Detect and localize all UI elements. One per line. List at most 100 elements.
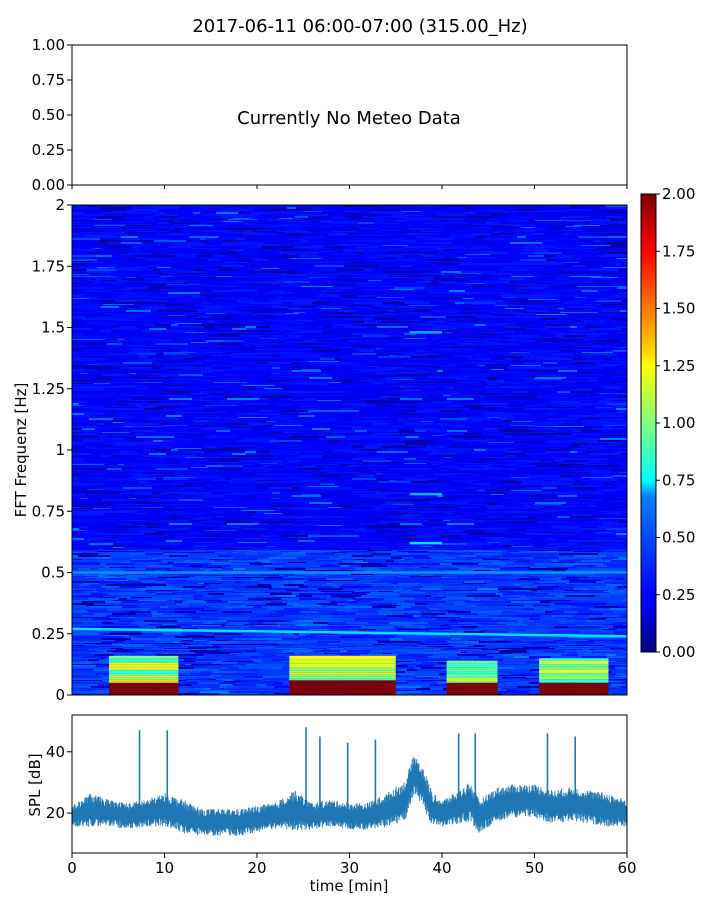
spectrogram-cell xyxy=(324,236,356,238)
spectrogram-cell xyxy=(450,372,473,373)
spectrogram-cell xyxy=(361,427,368,428)
spectrogram-cell xyxy=(179,423,194,425)
spectrogram-cell xyxy=(363,338,389,339)
spectrogram-cell xyxy=(439,362,467,364)
spectrogram-cell xyxy=(444,249,455,251)
spectrogram-cell xyxy=(141,366,164,367)
spectrogram-cell xyxy=(587,335,600,337)
spectrogram-cell xyxy=(525,277,542,278)
spectrogram-cell xyxy=(256,346,266,347)
spectrogram-cell xyxy=(592,376,611,377)
spectrogram-cell xyxy=(345,364,366,365)
spectrogram-cell xyxy=(180,261,187,262)
spectrogram-cell xyxy=(265,277,285,278)
spectrogram-cell xyxy=(279,252,296,254)
spectrogram-cell xyxy=(506,335,539,337)
spectrogram-cell xyxy=(358,332,365,333)
spectrogram-cell xyxy=(525,405,544,406)
spectrogram-cell xyxy=(550,352,582,353)
spectrogram-cell xyxy=(416,281,431,283)
spectrogram-cell xyxy=(119,265,126,267)
spectrogram-cell xyxy=(361,262,379,263)
spectrogram-cell xyxy=(187,261,220,262)
spectrogram-cell xyxy=(608,361,627,362)
spectrogram-cell xyxy=(265,361,274,362)
spectrogram-cell xyxy=(395,355,428,356)
spectrogram-cell xyxy=(202,242,222,244)
spectrogram-cell xyxy=(125,372,158,373)
meteo-y-tick-label: 0.50 xyxy=(32,106,65,124)
spectrogram-cell xyxy=(487,367,507,369)
spectrogram-cell xyxy=(228,360,246,361)
spectrogram-cell xyxy=(593,220,610,221)
spectrogram-cell xyxy=(359,393,370,394)
spectrogram-cell xyxy=(102,262,109,263)
spectrogram-cell xyxy=(510,338,530,339)
spectrogram-cell xyxy=(100,273,106,274)
spectrogram-cell xyxy=(590,347,619,348)
spectrogram-cell xyxy=(221,376,250,377)
spectrogram-cell xyxy=(318,438,341,440)
spectrogram-cell xyxy=(583,421,605,422)
spectrogram-cell xyxy=(592,211,621,212)
spectrogram-cell xyxy=(158,211,182,212)
spectrogram-cell xyxy=(448,348,476,349)
spectrogram-cell xyxy=(378,324,387,326)
spectrogram-cell xyxy=(299,417,306,418)
spectrogram-cell xyxy=(602,309,623,310)
spectrogram-cell xyxy=(446,400,469,401)
spectrogram-cell xyxy=(72,393,100,394)
spectrogram-cell xyxy=(278,278,311,280)
spectrogram-cell xyxy=(125,287,149,289)
spectrogram-cell xyxy=(197,443,208,445)
spectrogram-cell xyxy=(577,316,599,318)
spectrogram-cell xyxy=(161,271,176,273)
spectrogram-cell xyxy=(281,261,288,262)
spectrogram-cell xyxy=(255,300,271,302)
spectrogram-cell xyxy=(250,376,262,377)
spectrogram-cell xyxy=(248,435,275,436)
spectrogram-cell xyxy=(378,389,399,391)
spectrogram-cell xyxy=(135,326,150,328)
spectrogram-cell xyxy=(210,435,219,436)
spectrogram-cell xyxy=(254,348,283,349)
spectrogram-cell xyxy=(100,238,121,240)
spectrogram-cell xyxy=(141,249,167,251)
spectrogram-cell xyxy=(79,403,99,405)
spectrogram-cell xyxy=(141,383,156,384)
spectrogram-cell xyxy=(151,417,174,418)
spectrogram-cell xyxy=(386,255,403,257)
spectrogram-cell xyxy=(257,289,282,290)
spectrogram-cell xyxy=(613,350,627,352)
spectrogram-cell xyxy=(560,292,566,294)
spectrogram-cell xyxy=(613,382,627,383)
spectrogram-cell xyxy=(511,292,531,294)
spectrogram-cell xyxy=(86,337,108,338)
spectrogram-cell xyxy=(170,313,187,314)
spectrogram-cell xyxy=(569,238,588,240)
spectrogram-cell xyxy=(72,222,81,224)
spectrogram-cell xyxy=(275,353,297,355)
spectrogram-cell xyxy=(600,436,623,438)
spectrogram-cell xyxy=(556,313,585,314)
spectrogram-cell xyxy=(104,369,117,370)
spectrogram-cell xyxy=(539,361,559,362)
spectrogram-cell xyxy=(175,268,203,269)
spectrogram-cell xyxy=(462,287,473,289)
spectrogram-cell xyxy=(353,415,380,417)
spectrogram-cell xyxy=(457,384,464,385)
spectrogram-cell xyxy=(603,261,627,262)
spectrogram-cell xyxy=(109,427,141,428)
spectrogram-cell xyxy=(529,418,548,420)
spectrogram-cell xyxy=(191,403,202,405)
spectrogram-cell xyxy=(372,283,384,284)
spectrogram-cell xyxy=(99,380,114,382)
spectrogram-cell xyxy=(285,389,314,391)
spectrogram-cell xyxy=(292,370,321,372)
spectrogram-cell xyxy=(249,261,281,262)
spectrogram-cell xyxy=(136,373,151,374)
spectrogram-cell xyxy=(285,364,301,365)
spectrogram-cell xyxy=(160,350,173,352)
spectrogram-cell xyxy=(559,271,566,273)
spectrogram-cell xyxy=(120,330,142,332)
